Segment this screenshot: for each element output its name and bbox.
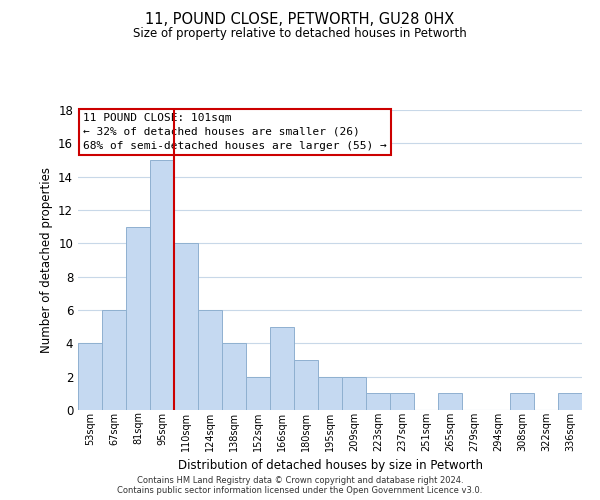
Bar [270,326,294,410]
Bar [510,394,534,410]
Bar [78,344,102,410]
Bar [342,376,366,410]
Bar [126,226,150,410]
Bar [174,244,198,410]
Text: 11, POUND CLOSE, PETWORTH, GU28 0HX: 11, POUND CLOSE, PETWORTH, GU28 0HX [145,12,455,28]
Bar [390,394,414,410]
Bar [150,160,174,410]
Bar [222,344,246,410]
Bar [318,376,342,410]
Text: Contains public sector information licensed under the Open Government Licence v3: Contains public sector information licen… [118,486,482,495]
X-axis label: Distribution of detached houses by size in Petworth: Distribution of detached houses by size … [178,459,482,472]
Bar [558,394,582,410]
Bar [366,394,390,410]
Bar [198,310,222,410]
Text: Contains HM Land Registry data © Crown copyright and database right 2024.: Contains HM Land Registry data © Crown c… [137,476,463,485]
Y-axis label: Number of detached properties: Number of detached properties [40,167,53,353]
Bar [294,360,318,410]
Bar [438,394,462,410]
Bar [246,376,270,410]
Text: 11 POUND CLOSE: 101sqm
← 32% of detached houses are smaller (26)
68% of semi-det: 11 POUND CLOSE: 101sqm ← 32% of detached… [83,113,387,151]
Bar [102,310,126,410]
Text: Size of property relative to detached houses in Petworth: Size of property relative to detached ho… [133,28,467,40]
